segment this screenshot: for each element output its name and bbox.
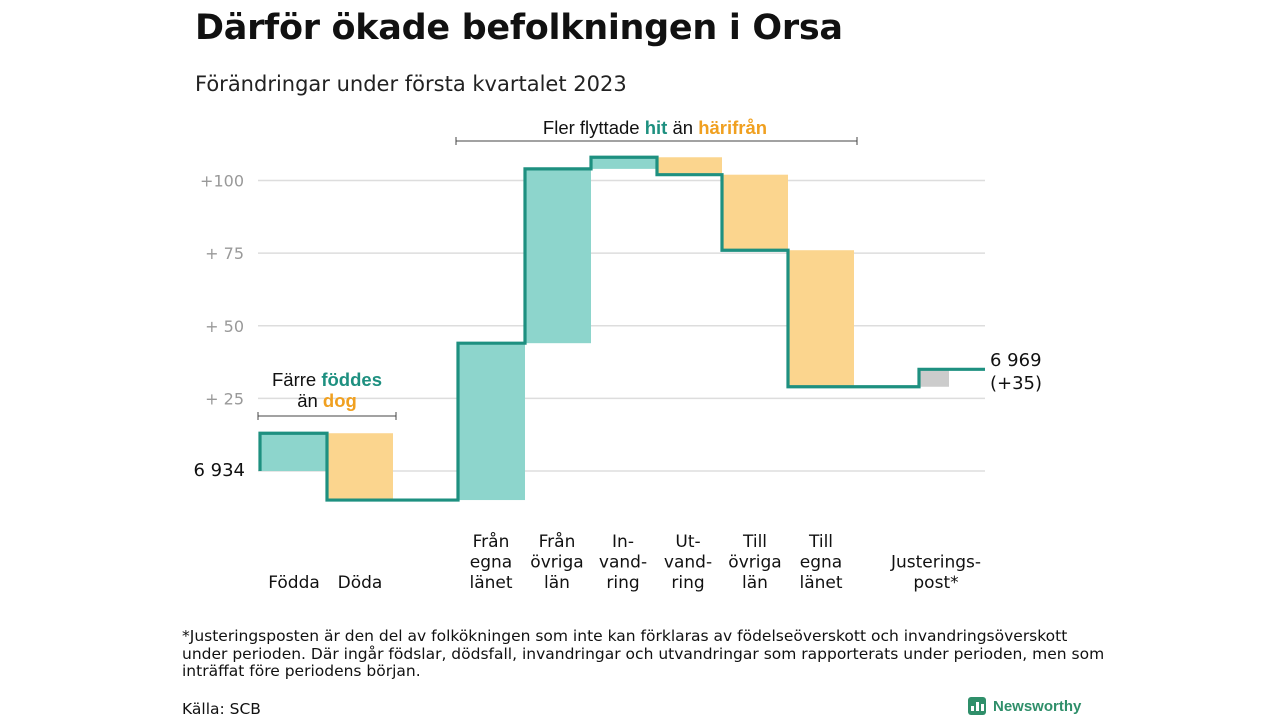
category-label: In-: [612, 532, 634, 552]
y-tick-label: + 75: [205, 244, 244, 263]
annotation-text: än: [667, 117, 698, 138]
brand-name: Newsworthy: [993, 697, 1082, 715]
end-change-label: (+35): [990, 373, 1042, 394]
annotation-em-died: dog: [323, 390, 357, 411]
annotation-em-from-here: härifrån: [698, 117, 767, 138]
chart-title: Därför ökade befolkningen i Orsa: [195, 8, 843, 48]
category-label: länet: [469, 573, 512, 593]
category-label: Ut-: [675, 532, 700, 552]
category-label: post*: [913, 573, 958, 593]
bar-plus: [591, 157, 657, 169]
category-label: Döda: [338, 573, 383, 593]
category-label: ring: [606, 573, 639, 593]
annotation-em-here: hit: [645, 117, 668, 138]
bar-minus: [722, 174, 788, 251]
category-label: vand-: [599, 553, 647, 573]
annotation-text: än: [297, 390, 323, 411]
y-tick-label: + 50: [205, 317, 244, 336]
population-step-line: [258, 155, 985, 502]
footnote: *Justeringsposten är den del av folkökni…: [182, 627, 1105, 680]
bar-minus: [327, 433, 393, 501]
bar-chart-icon: [968, 697, 986, 715]
bar-plus: [458, 343, 525, 501]
category-label: övriga: [728, 553, 781, 573]
category-label: län: [742, 573, 768, 593]
annotation-text: Färre: [272, 369, 321, 390]
category-label: Från: [539, 531, 576, 552]
annotation-births-line2: än dog: [297, 390, 357, 411]
source-label: Källa: SCB: [182, 700, 261, 718]
category-label: egna: [470, 553, 512, 573]
category-label: vand-: [664, 553, 712, 573]
category-label: Från: [473, 531, 510, 552]
newsworthy-logo: Newsworthy: [968, 697, 1081, 715]
category-label: länet: [799, 573, 842, 593]
y-tick-label: + 25: [205, 389, 244, 408]
bar-plus: [525, 168, 591, 344]
bar-minus: [788, 250, 854, 387]
category-label: övriga: [530, 553, 583, 573]
category-label: Till: [742, 532, 767, 552]
annotation-births-line1: Färre föddes: [272, 369, 382, 390]
start-value-label: 6 934: [193, 460, 245, 481]
bar-minus: [657, 157, 722, 175]
y-tick-label: +100: [200, 172, 244, 191]
category-label: Födda: [268, 573, 320, 593]
category-label: ring: [671, 573, 704, 593]
category-label: Till: [808, 532, 833, 552]
bar-plus: [260, 433, 327, 471]
end-value-label: 6 969: [990, 350, 1042, 371]
category-label: egna: [800, 553, 842, 573]
category-label: Justerings-: [890, 553, 981, 573]
annotation-migration: Fler flyttade hit än härifrån: [543, 117, 767, 138]
annotation-text: Fler flyttade: [543, 117, 645, 138]
annotation-em-born: föddes: [321, 369, 382, 390]
chart-subtitle: Förändringar under första kvartalet 2023: [195, 72, 627, 96]
bar-adjust: [919, 369, 949, 387]
category-label: län: [544, 573, 570, 593]
